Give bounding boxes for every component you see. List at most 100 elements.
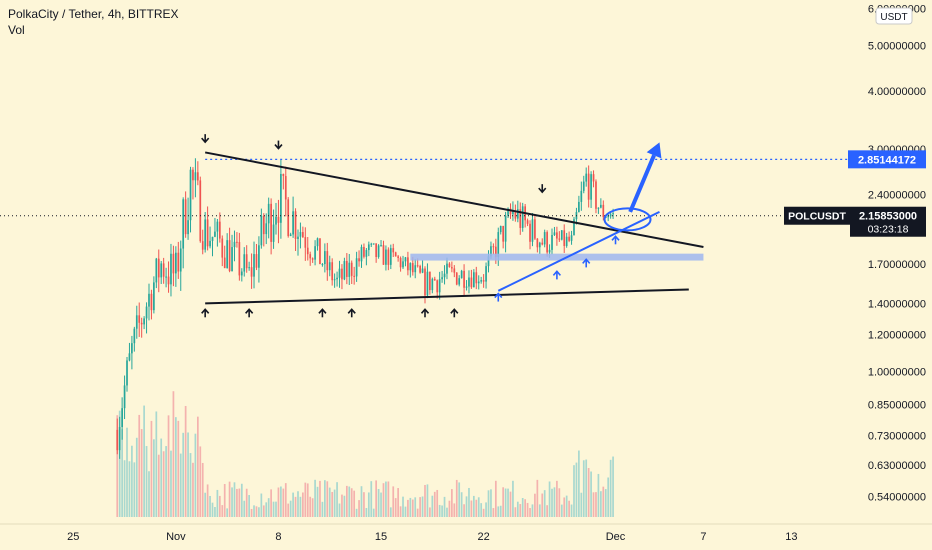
candle-body [360, 246, 363, 262]
breakout-arrow [628, 154, 656, 213]
candle-body [145, 306, 148, 319]
candle-body [519, 209, 522, 228]
volume-bar [243, 500, 246, 517]
candle-body [150, 293, 153, 311]
candle-body [404, 257, 407, 262]
volume-bar [582, 460, 585, 517]
candle-body [558, 238, 561, 240]
candle-body [311, 258, 314, 260]
candle-body [499, 226, 502, 233]
volume-bar [431, 495, 434, 517]
volume-bar [148, 471, 150, 517]
candle-body [297, 236, 299, 239]
candle-body [573, 219, 575, 236]
candle-body [199, 180, 202, 242]
volume-bar [612, 456, 614, 517]
volume-bar [204, 492, 207, 517]
volume-bar [482, 508, 485, 517]
date-tick-label: Nov [166, 531, 186, 543]
candle-body [556, 232, 558, 239]
candle-body [389, 248, 392, 265]
candle-body [240, 271, 243, 276]
candle-body [214, 231, 216, 237]
candle-body [343, 261, 346, 280]
candle-body [194, 172, 197, 181]
volume-bar [509, 491, 512, 517]
candle-body [292, 211, 294, 235]
candle-body [602, 204, 605, 218]
arrow-up-marker [611, 235, 620, 241]
volume-bar [265, 502, 268, 517]
volume-bar [578, 450, 580, 517]
arrow-down-marker [274, 144, 283, 150]
candle-body [131, 343, 133, 354]
volume-bar [538, 504, 541, 517]
candle-body [175, 252, 177, 274]
candle-body [560, 230, 563, 240]
volume-label: Vol [8, 23, 25, 37]
volume-bar [380, 492, 382, 517]
volume-bar [531, 504, 534, 517]
volume-bar [262, 505, 265, 517]
volume-bar [284, 483, 287, 517]
volume-bar [543, 490, 546, 517]
candle-body [382, 245, 385, 265]
candle-body [148, 293, 150, 307]
volume-bar [458, 482, 461, 517]
volume-bar [534, 493, 536, 517]
volume-bar [472, 495, 475, 517]
volume-bar [143, 405, 145, 517]
candle-body [607, 216, 610, 218]
volume-bar [414, 497, 417, 517]
candle-body [216, 221, 219, 232]
volume-bar [118, 410, 121, 517]
candle-body [321, 264, 324, 266]
candle-body [253, 254, 255, 277]
volume-bar [248, 495, 250, 517]
candle-body [316, 238, 319, 247]
volume-bar [270, 489, 272, 517]
support-zone [410, 253, 704, 261]
volume-bar [521, 498, 524, 517]
volume-bar [218, 495, 221, 517]
candle-body [245, 254, 248, 269]
candle-body [490, 246, 492, 257]
candle-body [255, 254, 258, 268]
candle-body [509, 208, 512, 215]
volume-bar [121, 429, 123, 517]
volume-bar [209, 495, 211, 517]
volume-bar [526, 502, 529, 517]
candle-body [441, 277, 443, 280]
candle-body [118, 427, 121, 451]
volume-bar [324, 480, 326, 517]
volume-bar [573, 465, 575, 517]
candle-body [472, 272, 475, 288]
candle-body [326, 251, 329, 271]
volume-bar [292, 492, 294, 517]
volume-bar [575, 462, 578, 517]
volume-bar [585, 459, 588, 517]
candle-body [258, 245, 260, 268]
candle-body [514, 210, 517, 219]
candle-body [451, 267, 453, 269]
arrow-up-marker [245, 308, 254, 314]
volume-bar [350, 488, 353, 517]
volume-bar [299, 496, 302, 517]
volume-bar [272, 501, 275, 517]
candle-body [155, 258, 158, 283]
breakout-ellipse [603, 207, 652, 232]
volume-bar [451, 489, 453, 517]
candle-body [600, 204, 602, 208]
volume-bar [302, 492, 304, 517]
candle-body [385, 249, 387, 265]
volume-bar [597, 473, 600, 517]
candle-body [504, 215, 507, 242]
volume-bar [607, 477, 610, 517]
candle-body [157, 258, 160, 278]
candle-body [443, 273, 446, 278]
candle-body [365, 250, 368, 257]
volume-bar [306, 483, 309, 517]
volume-bar [485, 502, 487, 517]
volume-bar [470, 500, 473, 517]
